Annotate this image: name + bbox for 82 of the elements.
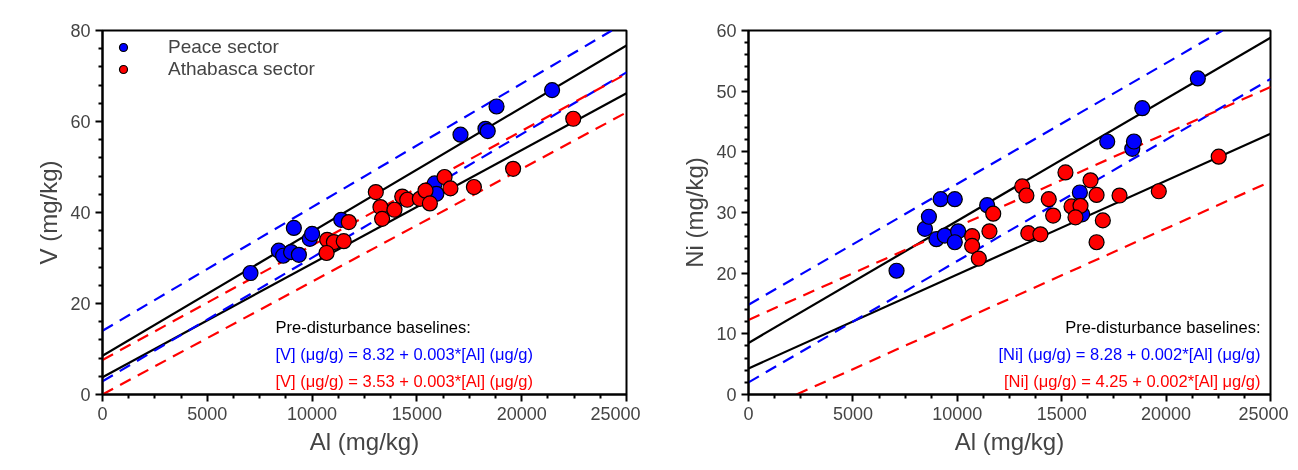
point (421, 195, 438, 212)
point (285, 219, 302, 237)
point (386, 201, 403, 218)
annotation: [Ni] (μg/g) = 4.25 + 0.002*[Al] μg/g) (1003, 371, 1261, 390)
point (340, 213, 357, 231)
point (1045, 207, 1062, 224)
x-tick-label: 0 (97, 403, 108, 424)
annotation: [V] (μg/g) = 8.32 + 0.003*[Al] (μg/g) (275, 344, 533, 363)
point (335, 233, 352, 250)
point (964, 237, 981, 254)
point (488, 98, 505, 115)
point (1040, 191, 1057, 208)
point (1099, 133, 1116, 150)
point (932, 191, 949, 208)
point (1150, 183, 1167, 200)
point (946, 234, 963, 251)
annotation: [Ni] (μg/g) = 8.28 + 0.002*[Al] (μg/g) (998, 344, 1261, 363)
point (1088, 186, 1105, 203)
y-tick-label: 20 (716, 263, 737, 284)
point (946, 191, 963, 208)
x-tick-label: 20000 (1141, 403, 1192, 424)
point (367, 183, 384, 201)
y-tick-label: 60 (716, 21, 737, 41)
x-tick-label: 10000 (287, 403, 338, 424)
point (505, 160, 522, 177)
point (442, 180, 459, 197)
point (1088, 234, 1105, 251)
y-tick-label: 80 (70, 21, 91, 41)
x-tick-label: 10000 (932, 403, 983, 424)
x-tick-label: 0 (743, 403, 754, 424)
point (985, 205, 1002, 222)
x-tick-label: 15000 (391, 403, 442, 424)
point (888, 262, 905, 279)
y-tick-label: 40 (70, 203, 91, 223)
point (1057, 164, 1074, 181)
annotation: Pre-disturbance baselines: (1065, 317, 1261, 336)
point (1125, 133, 1143, 150)
point (290, 246, 307, 263)
point (1032, 226, 1049, 243)
legend-label: Athabasca sector (168, 58, 315, 80)
point (1189, 70, 1206, 87)
x-tick-label: 5000 (187, 403, 228, 424)
point (1067, 209, 1084, 226)
x-axis-title: Al (mg/kg) (309, 427, 420, 455)
point (318, 244, 335, 262)
y-tick-label: 60 (70, 112, 91, 132)
x-axis-title: Al (mg/kg) (954, 427, 1065, 455)
annotation: Pre-disturbance baselines: (275, 317, 471, 336)
y-tick-label: 0 (726, 385, 737, 405)
y-tick-label: 40 (716, 142, 737, 163)
y-axis-title: Ni (mg/kg) (681, 157, 709, 268)
point (970, 250, 987, 267)
point (465, 178, 483, 196)
point (920, 208, 937, 225)
point (1134, 100, 1151, 117)
y-axis-title: V (mg/kg) (35, 160, 63, 265)
y-tick-label: 0 (80, 385, 91, 405)
x-tick-label: 20000 (496, 403, 547, 424)
point (304, 225, 321, 242)
point (1210, 148, 1227, 165)
point (242, 264, 259, 282)
point (1071, 184, 1088, 201)
annotation: [V] (μg/g) = 3.53 + 0.003*[Al] (μg/g) (275, 371, 533, 390)
point (1111, 187, 1128, 204)
point (1082, 172, 1099, 189)
y-tick-label: 20 (70, 294, 91, 314)
point (374, 210, 391, 227)
point (417, 182, 434, 199)
point (565, 110, 582, 127)
point (543, 82, 561, 99)
y-tick-label: 10 (716, 324, 737, 345)
point (1094, 212, 1111, 229)
legend-label: Peace sector (168, 36, 279, 58)
y-tick-label: 50 (716, 81, 737, 102)
point (1018, 187, 1035, 204)
x-tick-label: 25000 (590, 403, 641, 424)
point (452, 126, 469, 143)
y-tick-label: 30 (716, 203, 737, 223)
x-tick-label: 5000 (832, 403, 873, 424)
x-tick-label: 25000 (1238, 403, 1289, 424)
x-tick-label: 15000 (1036, 403, 1087, 424)
point (981, 223, 998, 240)
